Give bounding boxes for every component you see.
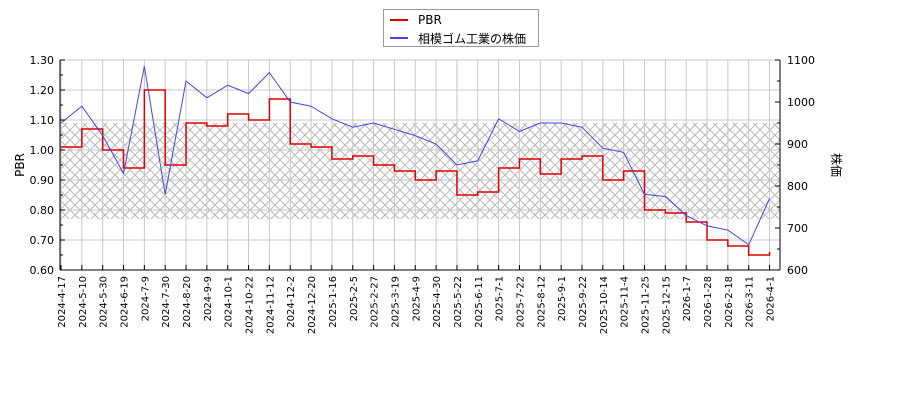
stock-line-swatch-icon: [390, 37, 408, 39]
svg-text:2026-2-18: 2026-2-18: [724, 276, 735, 328]
legend-label-stock-price: 相模ゴム工業の株価: [418, 31, 527, 46]
svg-text:2025-10-14: 2025-10-14: [599, 276, 610, 334]
legend-label-pbr: PBR: [418, 13, 442, 27]
svg-text:2024-11-12: 2024-11-12: [265, 276, 276, 334]
svg-text:2026-1-7: 2026-1-7: [682, 276, 693, 321]
svg-text:2025-12-15: 2025-12-15: [661, 276, 672, 334]
svg-text:700: 700: [787, 222, 808, 235]
svg-text:2025-6-11: 2025-6-11: [474, 276, 485, 328]
svg-text:2025-4-9: 2025-4-9: [411, 276, 422, 321]
svg-text:2025-11-25: 2025-11-25: [641, 276, 652, 334]
svg-text:2024-7-9: 2024-7-9: [140, 276, 151, 321]
svg-text:2025-1-16: 2025-1-16: [328, 276, 339, 328]
svg-text:1.10: 1.10: [30, 114, 55, 127]
svg-text:1100: 1100: [787, 54, 815, 67]
svg-text:1.30: 1.30: [30, 54, 55, 67]
svg-text:2025-9-1: 2025-9-1: [557, 276, 568, 321]
legend-item-pbr: PBR: [390, 12, 442, 28]
svg-text:800: 800: [787, 180, 808, 193]
svg-text:2025-7-1: 2025-7-1: [495, 276, 506, 321]
svg-text:2024-4-17: 2024-4-17: [57, 276, 68, 328]
x-axis-ticks: 2024-4-17 2024-5-10 2024-5-30 2024-6-19 2024…: [57, 265, 777, 334]
svg-text:2025-8-12: 2025-8-12: [536, 276, 547, 328]
svg-text:2024-12-2: 2024-12-2: [286, 276, 297, 328]
right-axis-title: 株価: [829, 153, 844, 177]
svg-text:2025-5-22: 2025-5-22: [453, 276, 464, 328]
legend-item-stock-price: 相模ゴム工業の株価: [390, 30, 526, 46]
svg-text:2024-8-20: 2024-8-20: [182, 276, 193, 328]
right-axis-ticks: 600 700 800 900 1000 1100: [775, 54, 815, 277]
data-lines: [60, 66, 771, 256]
svg-text:2024-9-9: 2024-9-9: [203, 276, 214, 321]
svg-text:600: 600: [787, 264, 808, 277]
legend: PBR 相模ゴム工業の株価: [383, 9, 539, 47]
svg-text:900: 900: [787, 138, 808, 151]
svg-text:2025-11-4: 2025-11-4: [620, 276, 631, 328]
svg-text:2024-10-22: 2024-10-22: [245, 276, 256, 334]
pbr-line-swatch-icon: [390, 19, 408, 21]
svg-text:2024-12-20: 2024-12-20: [307, 276, 318, 334]
left-axis-title: PBR: [13, 153, 27, 177]
svg-text:1.20: 1.20: [30, 84, 55, 97]
svg-text:1000: 1000: [787, 96, 815, 109]
svg-text:2025-9-22: 2025-9-22: [578, 276, 589, 328]
svg-text:2024-5-30: 2024-5-30: [99, 276, 110, 328]
svg-text:2025-4-30: 2025-4-30: [432, 276, 443, 328]
svg-text:2024-7-30: 2024-7-30: [161, 276, 172, 328]
svg-text:2026-4-1: 2026-4-1: [766, 276, 777, 321]
grid-lines: [60, 59, 780, 271]
svg-text:2026-3-11: 2026-3-11: [745, 276, 756, 328]
svg-text:2024-5-10: 2024-5-10: [78, 276, 89, 328]
svg-text:0.80: 0.80: [30, 204, 55, 217]
svg-text:2026-1-28: 2026-1-28: [703, 276, 714, 328]
shaded-band: [60, 123, 780, 219]
svg-text:1.00: 1.00: [30, 144, 55, 157]
svg-text:0.60: 0.60: [30, 264, 55, 277]
svg-text:2024-10-1: 2024-10-1: [224, 276, 235, 328]
left-axis-ticks: 0.60 0.70 0.80 0.90 1.00 1.10 1.20 1.30: [30, 54, 65, 277]
svg-text:2024-6-19: 2024-6-19: [120, 276, 131, 328]
svg-text:0.70: 0.70: [30, 234, 55, 247]
svg-text:2025-2-5: 2025-2-5: [349, 276, 360, 321]
svg-text:2025-3-19: 2025-3-19: [390, 276, 401, 328]
svg-text:0.90: 0.90: [30, 174, 55, 187]
svg-text:2025-2-27: 2025-2-27: [370, 276, 381, 328]
svg-text:2025-7-22: 2025-7-22: [515, 276, 526, 328]
